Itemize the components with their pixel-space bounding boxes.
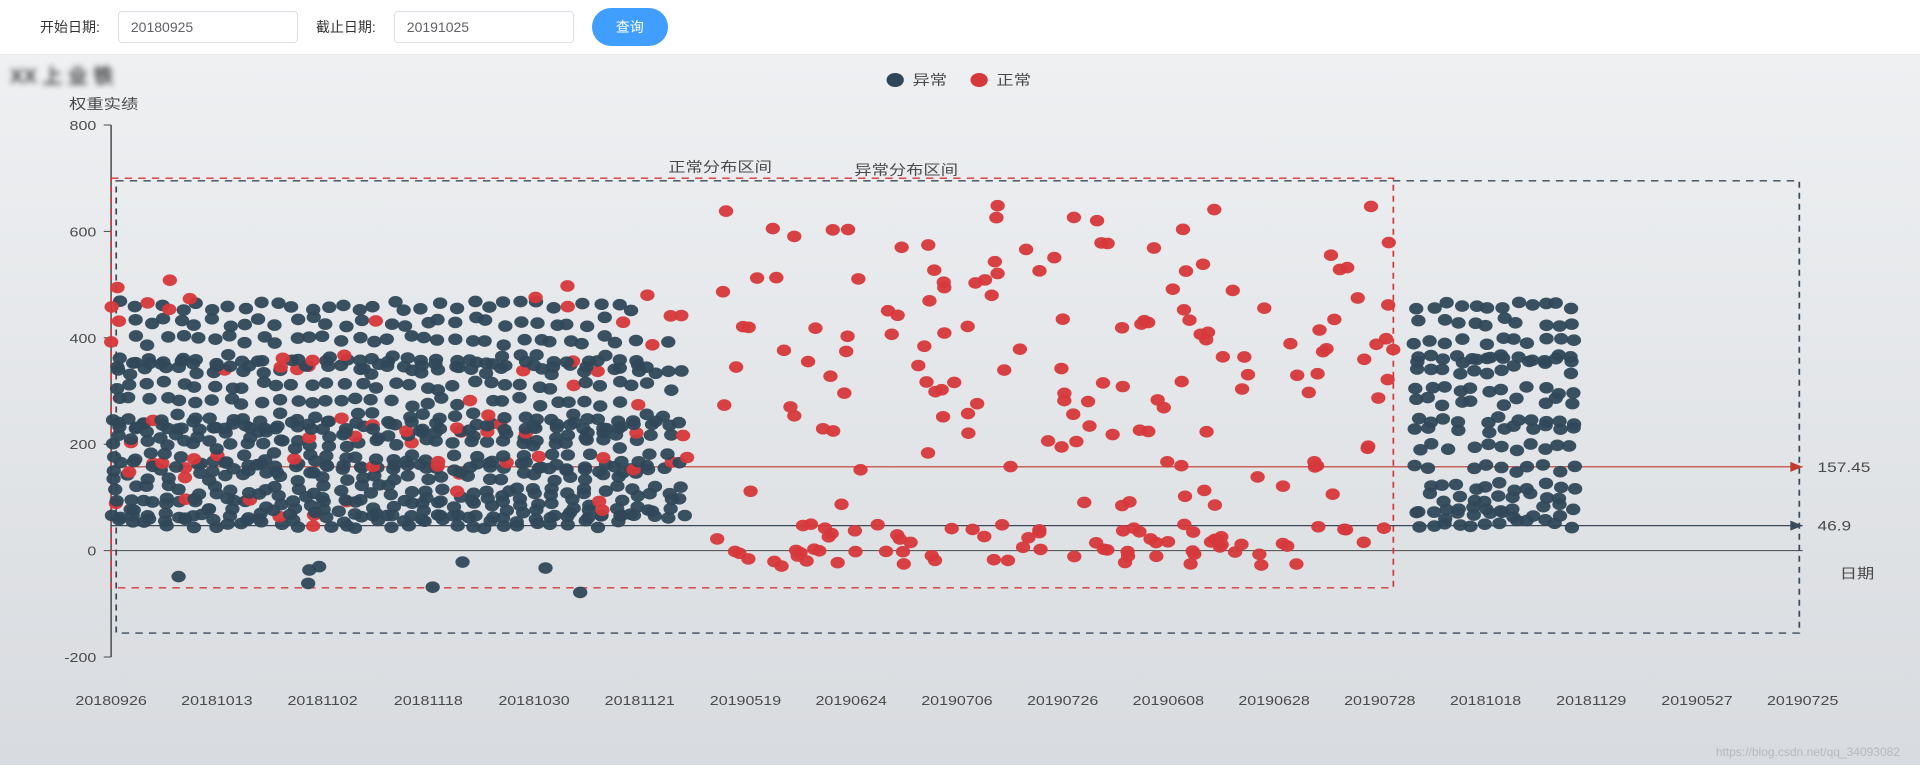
svg-text:0: 0 bbox=[87, 545, 96, 559]
svg-text:20181129: 20181129 bbox=[1556, 694, 1626, 708]
end-date-input[interactable] bbox=[394, 11, 574, 43]
svg-text:20190728: 20190728 bbox=[1344, 694, 1415, 708]
svg-text:20190628: 20190628 bbox=[1238, 694, 1309, 708]
svg-text:600: 600 bbox=[70, 226, 97, 240]
svg-text:20181018: 20181018 bbox=[1450, 694, 1521, 708]
svg-text:20181102: 20181102 bbox=[287, 694, 357, 708]
end-date-label: 截止日期: bbox=[316, 17, 376, 37]
svg-text:20190726: 20190726 bbox=[1027, 694, 1098, 708]
svg-text:日期: 日期 bbox=[1840, 566, 1875, 582]
start-date-input[interactable] bbox=[118, 11, 298, 43]
svg-text:200: 200 bbox=[70, 439, 97, 453]
svg-text:20190519: 20190519 bbox=[710, 694, 781, 708]
start-date-label: 开始日期: bbox=[40, 17, 100, 37]
svg-text:20190527: 20190527 bbox=[1661, 694, 1732, 708]
svg-text:800: 800 bbox=[70, 119, 97, 133]
svg-text:20181121: 20181121 bbox=[605, 694, 675, 708]
svg-text:正常分布区间: 正常分布区间 bbox=[668, 160, 772, 176]
svg-text:异常分布区间: 异常分布区间 bbox=[854, 162, 958, 178]
svg-text:20190624: 20190624 bbox=[816, 694, 887, 708]
svg-text:20190608: 20190608 bbox=[1133, 694, 1204, 708]
svg-text:46.9: 46.9 bbox=[1818, 519, 1852, 534]
svg-text:400: 400 bbox=[70, 332, 97, 346]
query-button[interactable]: 查询 bbox=[592, 8, 668, 46]
svg-text:权重实绩: 权重实绩 bbox=[69, 97, 138, 113]
svg-text:20190706: 20190706 bbox=[921, 694, 992, 708]
filter-toolbar: 开始日期: 截止日期: 查询 bbox=[0, 0, 1920, 55]
svg-text:157.45: 157.45 bbox=[1818, 460, 1871, 475]
svg-text:20190725: 20190725 bbox=[1767, 694, 1838, 708]
svg-text:20181030: 20181030 bbox=[498, 694, 569, 708]
svg-text:-200: -200 bbox=[64, 651, 96, 665]
svg-text:20181118: 20181118 bbox=[394, 694, 463, 708]
svg-text:正常: 正常 bbox=[996, 73, 1031, 89]
scatter-chart: 异常 正常权重实绩 -200 0 200 400 600 800 20180926 2018101… bbox=[0, 55, 1920, 765]
svg-text:20180926: 20180926 bbox=[75, 694, 146, 708]
chart-title-blurred: XX 上 业 铁 bbox=[10, 60, 113, 89]
chart-container: XX 上 业 铁 异常 正常权重实绩 -200 0 200 400 600 800 201809… bbox=[0, 55, 1920, 765]
svg-text:异常: 异常 bbox=[912, 73, 947, 89]
svg-text:20181013: 20181013 bbox=[181, 694, 252, 708]
